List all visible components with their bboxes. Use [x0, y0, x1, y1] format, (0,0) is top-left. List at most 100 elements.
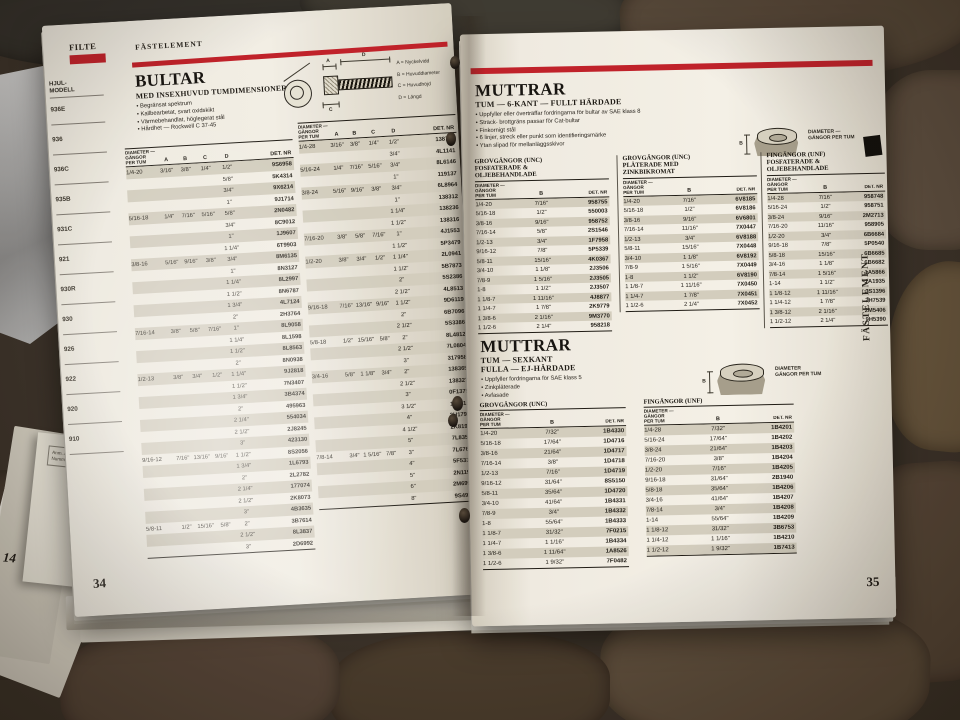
table-cell [302, 204, 332, 206]
table-cell: 4B3635 [290, 505, 312, 513]
table-cell [350, 213, 369, 214]
table-cell: 8C9012 [274, 218, 296, 226]
table-cell [303, 215, 333, 217]
table-cell: 1 7/8" [683, 292, 699, 299]
table-cell [337, 294, 354, 295]
table-cell: 15/16" [534, 257, 551, 264]
table-cell: 8S5150 [604, 478, 626, 486]
filte-tab-red-mark [69, 53, 106, 65]
table-cell: 1 1/16" [711, 536, 730, 543]
table-cell: 3/8" [349, 141, 361, 148]
table-cell: 5/16" [165, 259, 179, 267]
page-number-14: 14 [2, 549, 17, 566]
table-cell: 1B4204 [771, 455, 793, 462]
table-cell: 2 1/2" [399, 380, 416, 387]
table-cell: 1/2-20 [768, 233, 785, 240]
table-cell: 6V8192 [736, 252, 757, 260]
legend: A = Nyckelvidd B = Huvuddiameter C = Huvud… [396, 55, 454, 104]
table-cell: 4K0367 [588, 256, 609, 263]
table-cell [379, 407, 398, 408]
table-cell: 1B4210 [773, 535, 795, 542]
table-cell: 35/64" [544, 489, 563, 497]
column-header: DET. NR [773, 416, 793, 422]
table-cell: 31/64" [544, 479, 562, 487]
table-cell: 1B4333 [604, 518, 627, 526]
table-cell [216, 536, 236, 537]
table-cell: 5/16" [201, 211, 216, 219]
table-cell [161, 240, 179, 241]
table-cell: 7/16" [349, 164, 364, 171]
table-cell: 1D4720 [604, 488, 626, 496]
table-cell: 1 1/8" [535, 266, 551, 274]
table-cell: 958752 [588, 218, 608, 225]
table-cell: 6V8186 [735, 205, 756, 212]
table-body: 1/4-207/16"9587555/16-181/2"5500033/8-16… [475, 197, 613, 335]
table-cell: 3/4" [548, 510, 560, 517]
table-cell: 2" [400, 311, 407, 318]
table-cell [195, 514, 215, 515]
table-cell [380, 419, 399, 420]
diagram-label-line: GÄNGOR PER TUM [774, 371, 822, 379]
table-cell: 7X0451 [737, 290, 758, 298]
table-cell: 7/16-20 [303, 235, 324, 243]
table-cell: 1 11/16" [816, 289, 838, 296]
table-cell: 1 1/16" [545, 539, 564, 547]
table-cell [137, 367, 168, 369]
table-cell [339, 329, 356, 330]
table-cell: 9/16-12 [142, 456, 163, 464]
table-cell: 550003 [588, 208, 608, 215]
table-cell [300, 158, 330, 160]
table-cell: 15/16" [682, 244, 699, 252]
table-cell: 3/4" [714, 506, 726, 513]
table-cell: 1" [396, 231, 402, 238]
table-cell: 1B4209 [772, 515, 795, 522]
table-cell [131, 252, 162, 254]
table-cell [313, 399, 343, 401]
table-cell: 7/8-14 [768, 271, 786, 278]
table-cell [329, 157, 346, 158]
table-cell: 1 1/2" [393, 265, 409, 273]
table-cell: 7/16" [181, 212, 196, 220]
table-cell [196, 537, 216, 538]
bolt-table-right: DIAMETER — GÄNGOR PER TUM A B C D DET. NR … [297, 113, 478, 511]
table-cell [311, 353, 341, 355]
table-cell [343, 398, 360, 399]
table-cell [176, 504, 194, 505]
table-cell: 1-14 [769, 280, 781, 288]
table-cell: 3/4" [389, 150, 400, 158]
table-cell [187, 365, 207, 366]
table-cell [342, 386, 359, 387]
table-cell: 6T9903 [276, 241, 297, 249]
column-header: B [352, 130, 357, 138]
table-cell: 3/8" [371, 186, 382, 193]
legend-line: D = Längd [398, 93, 422, 101]
table-cell: 5/8" [344, 371, 356, 379]
table-cell [316, 445, 346, 447]
table-cell: 7F0215 [605, 528, 627, 536]
table-cell: 2 1/4" [237, 485, 253, 493]
table-cell: 1 1/4" [226, 279, 242, 287]
table-cell: 1 3/4" [236, 462, 252, 470]
binder-hole [459, 508, 470, 523]
table-cell: 1-14 [646, 517, 659, 525]
table-cell: 1 11/16" [532, 295, 554, 302]
stone [330, 632, 610, 720]
table-cell: 3/16" [330, 142, 344, 150]
table-cell: 1J9607 [276, 230, 296, 238]
table-cell: 1 1/8-7 [482, 531, 502, 538]
table-cell [355, 316, 374, 317]
dim-c-line [322, 103, 340, 106]
table-cell: 1 3/4" [227, 302, 243, 310]
table-cell [194, 503, 214, 504]
table-cell: 7/8" [821, 241, 832, 249]
table-cell: 1 1/8" [819, 260, 835, 268]
table-cell: 7/16-14 [623, 226, 644, 234]
table-cell [129, 229, 160, 231]
table-cell [127, 195, 158, 197]
table-cell: 5/8" [224, 210, 236, 218]
table-cell [136, 344, 167, 346]
table-cell [191, 445, 211, 446]
table-cell: 5/16-18 [623, 207, 644, 215]
table-cell [317, 468, 347, 470]
table-cell: 5/16-24 [644, 437, 665, 445]
